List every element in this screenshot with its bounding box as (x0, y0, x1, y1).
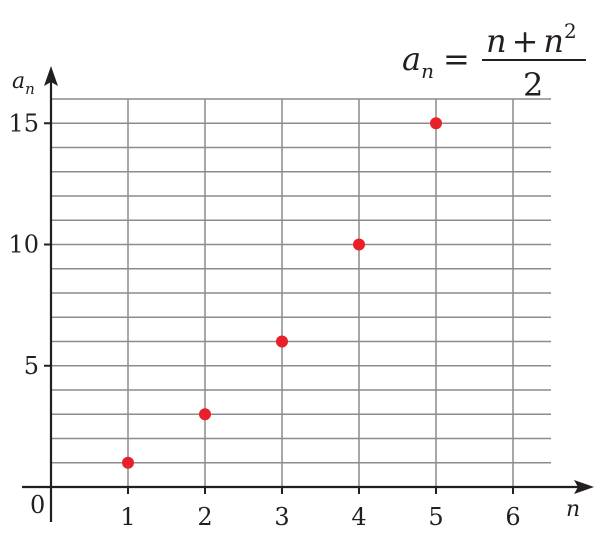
x-tick-label: 2 (197, 503, 212, 531)
x-tick-label: 4 (351, 503, 366, 531)
data-point (276, 335, 288, 348)
y-tick-label: 15 (8, 109, 39, 137)
origin-label: 0 (30, 491, 45, 519)
formula-numerator: n + n2 (486, 19, 577, 60)
grid (51, 98, 551, 487)
data-points (122, 117, 442, 469)
x-axis-arrow (574, 480, 594, 494)
data-point (353, 238, 365, 251)
formula-denominator: 2 (523, 66, 543, 104)
y-axis-arrow (44, 66, 58, 86)
x-tick-label: 1 (120, 503, 135, 531)
tick-labels: 1 2 3 4 5 6 5 10 15 (8, 109, 520, 531)
x-tick-label: 5 (428, 503, 443, 531)
formula: an = n + n2 2 (402, 19, 586, 104)
data-point (430, 117, 442, 130)
x-tick-label: 3 (274, 503, 289, 531)
formula-lhs: an (402, 40, 434, 83)
x-axis-label: n (566, 497, 580, 522)
data-point (199, 408, 211, 421)
data-point (122, 456, 134, 469)
formula-equals: = (443, 40, 470, 78)
axes (22, 66, 594, 522)
y-tick-label: 5 (24, 352, 39, 380)
y-tick-label: 10 (8, 231, 39, 259)
y-axis-label: an (12, 69, 35, 98)
x-tick-label: 6 (505, 503, 520, 531)
